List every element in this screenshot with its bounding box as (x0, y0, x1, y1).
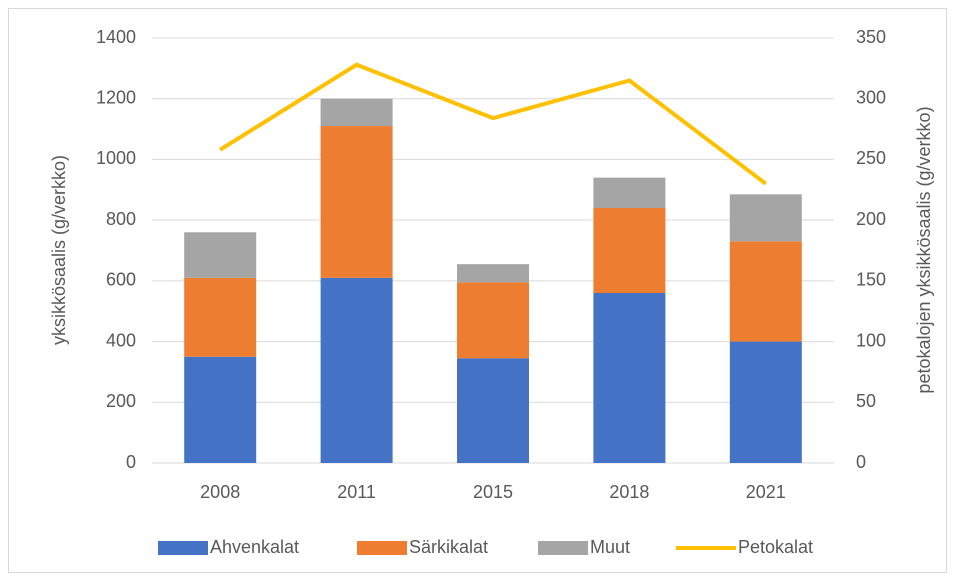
bar (184, 232, 257, 278)
bar (184, 356, 257, 463)
bar (457, 264, 529, 283)
y-tick-label: 0 (126, 452, 136, 472)
y-tick-label: 600 (106, 270, 136, 290)
y2-tick-label: 0 (856, 452, 866, 472)
x-tick-label: 2015 (473, 482, 513, 502)
legend-swatch (538, 541, 588, 555)
y-tick-label: 200 (106, 391, 136, 411)
legend-label: Muut (590, 537, 630, 557)
y-tick-label: 1200 (96, 87, 136, 107)
legend-swatch (357, 541, 407, 555)
y2-tick-label: 250 (856, 148, 886, 168)
x-tick-label: 2011 (337, 482, 376, 502)
bar (593, 208, 666, 293)
legend-label: Särkikalat (409, 537, 488, 557)
legend-label: Ahvenkalat (210, 537, 299, 557)
bar (457, 282, 529, 359)
y2-tick-label: 200 (856, 209, 886, 229)
bar (320, 98, 393, 127)
legend-swatch (158, 541, 208, 555)
legend-label: Petokalat (738, 537, 813, 557)
bar (729, 194, 802, 242)
line (219, 62, 768, 186)
bar (457, 358, 529, 463)
y-tick-label: 1000 (96, 148, 136, 168)
y2-tick-label: 50 (856, 391, 876, 411)
bar (729, 241, 802, 342)
y2-tick-label: 300 (856, 87, 886, 107)
y-tick-label: 800 (106, 209, 136, 229)
y2-tick-label: 100 (856, 330, 886, 350)
x-tick-label: 2018 (609, 482, 649, 502)
y-axis-title: yksikkösaalis (g/verkko) (49, 155, 69, 345)
y2-tick-label: 350 (856, 27, 886, 47)
y2-tick-label: 150 (856, 270, 886, 290)
y2-axis-title: petokalojen yksikkösaalis (g/verkko) (914, 106, 934, 393)
x-tick-label: 2021 (746, 482, 786, 502)
x-tick-label: 2008 (200, 482, 240, 502)
y-tick-label: 1400 (96, 27, 136, 47)
bar (729, 341, 802, 463)
bar (184, 277, 257, 357)
bar (320, 277, 393, 463)
y-tick-label: 400 (106, 330, 136, 350)
bar (593, 293, 666, 463)
bar (593, 177, 666, 208)
bar (320, 126, 393, 278)
